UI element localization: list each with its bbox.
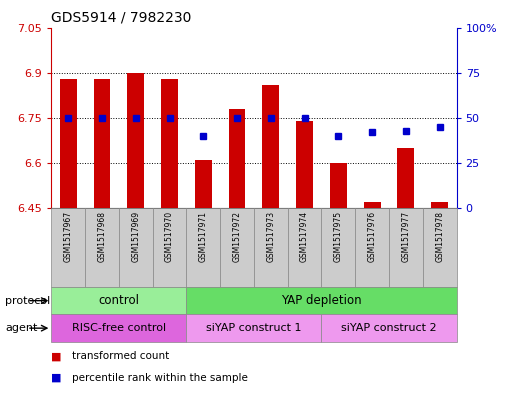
Text: GSM1517970: GSM1517970: [165, 211, 174, 262]
Bar: [51, 208, 85, 287]
Bar: [186, 208, 220, 287]
Bar: [51, 314, 186, 342]
Bar: [229, 109, 246, 208]
Bar: [322, 208, 355, 287]
Bar: [398, 148, 415, 208]
Text: GSM1517973: GSM1517973: [266, 211, 275, 262]
Bar: [431, 202, 448, 208]
Bar: [254, 208, 288, 287]
Text: agent: agent: [5, 323, 37, 333]
Text: GSM1517971: GSM1517971: [199, 211, 208, 262]
Text: percentile rank within the sample: percentile rank within the sample: [72, 373, 248, 383]
Bar: [186, 314, 322, 342]
Bar: [93, 79, 110, 208]
Text: YAP depletion: YAP depletion: [281, 294, 362, 307]
Text: GSM1517974: GSM1517974: [300, 211, 309, 262]
Bar: [296, 121, 313, 208]
Bar: [355, 208, 389, 287]
Bar: [152, 208, 186, 287]
Bar: [51, 287, 186, 314]
Text: GDS5914 / 7982230: GDS5914 / 7982230: [51, 11, 192, 25]
Bar: [186, 287, 457, 314]
Text: GSM1517972: GSM1517972: [232, 211, 242, 262]
Bar: [389, 208, 423, 287]
Text: GSM1517967: GSM1517967: [64, 211, 73, 262]
Bar: [161, 79, 178, 208]
Bar: [127, 73, 144, 208]
Text: ■: ■: [51, 373, 62, 383]
Bar: [364, 202, 381, 208]
Bar: [322, 314, 457, 342]
Text: GSM1517975: GSM1517975: [334, 211, 343, 262]
Bar: [85, 208, 119, 287]
Text: transformed count: transformed count: [72, 351, 169, 361]
Bar: [60, 79, 76, 208]
Text: ■: ■: [51, 351, 62, 361]
Text: GSM1517969: GSM1517969: [131, 211, 140, 262]
Bar: [330, 163, 347, 208]
Bar: [288, 208, 322, 287]
Bar: [262, 85, 279, 208]
Bar: [220, 208, 254, 287]
Text: siYAP construct 2: siYAP construct 2: [341, 323, 437, 333]
Text: control: control: [98, 294, 140, 307]
Text: protocol: protocol: [5, 296, 50, 306]
Text: GSM1517977: GSM1517977: [401, 211, 410, 262]
Bar: [423, 208, 457, 287]
Text: GSM1517968: GSM1517968: [97, 211, 107, 262]
Text: siYAP construct 1: siYAP construct 1: [206, 323, 302, 333]
Text: RISC-free control: RISC-free control: [72, 323, 166, 333]
Text: GSM1517976: GSM1517976: [368, 211, 377, 262]
Text: GSM1517978: GSM1517978: [435, 211, 444, 262]
Bar: [195, 160, 212, 208]
Bar: [119, 208, 153, 287]
